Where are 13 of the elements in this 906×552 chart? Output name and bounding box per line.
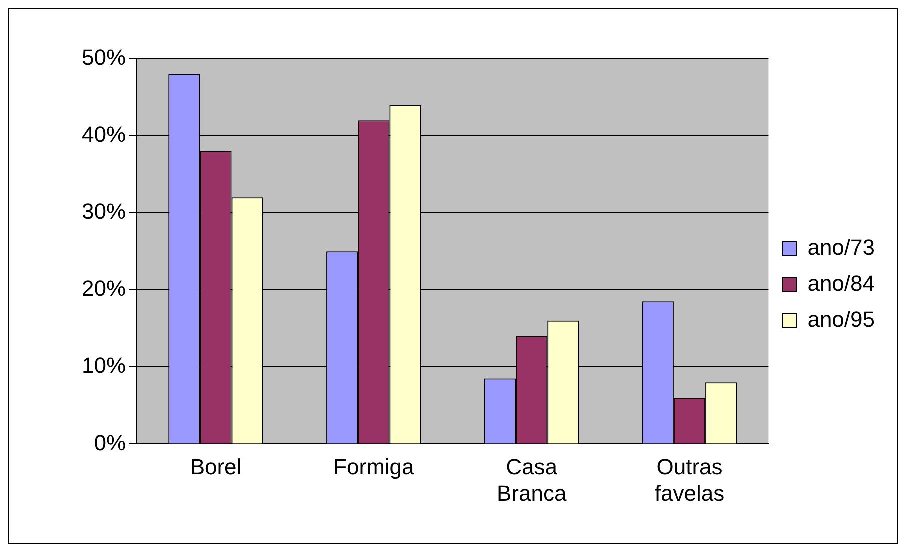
x-tick-label: Borel xyxy=(190,454,242,480)
y-tick-label: 40% xyxy=(82,122,126,148)
legend-label: ano/73 xyxy=(808,235,876,260)
y-tick-label: 20% xyxy=(82,276,126,302)
x-tick-label: Formiga xyxy=(334,454,416,480)
y-tick-label: 50% xyxy=(82,45,126,70)
x-tick-label: Outras favelas xyxy=(654,454,725,506)
y-tick-label: 0% xyxy=(94,430,126,456)
legend-label: ano/84 xyxy=(808,271,876,296)
x-tick-label: Casa Branca xyxy=(496,454,568,506)
legend-label: ano/95 xyxy=(808,307,876,332)
y-tick-label: 10% xyxy=(82,353,126,378)
y-tick-label: 30% xyxy=(82,199,126,224)
